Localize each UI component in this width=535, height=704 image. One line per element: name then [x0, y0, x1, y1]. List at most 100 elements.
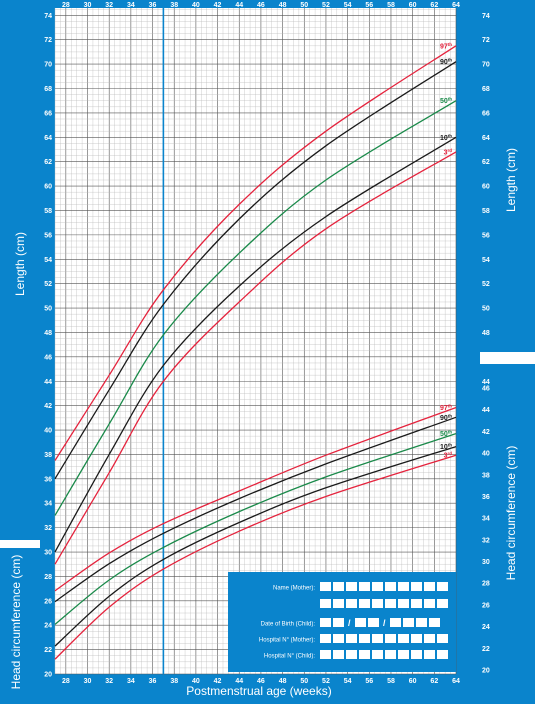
form-input-box[interactable]: [346, 650, 357, 659]
form-input-box[interactable]: [385, 582, 396, 591]
form-input-box[interactable]: [385, 650, 396, 659]
centile-curve-97th: [54, 406, 457, 592]
centile-curves: [54, 45, 457, 660]
patient-form: Name (Mother): Date of Birth (Child): / / Ho…: [228, 572, 456, 672]
dob-digit-box[interactable]: [403, 618, 414, 627]
form-input-box[interactable]: [333, 634, 344, 643]
form-input-box[interactable]: [320, 650, 331, 659]
form-input-box[interactable]: [346, 582, 357, 591]
y-tick-right-head: 34: [482, 516, 490, 523]
form-input-box[interactable]: [320, 582, 331, 591]
form-input-box[interactable]: [359, 634, 370, 643]
form-input-box[interactable]: [359, 599, 370, 608]
centile-curve-90th: [54, 61, 457, 480]
y-tick-right-head: 24: [482, 624, 490, 631]
x-tick-top: 64: [452, 2, 460, 9]
form-input-box[interactable]: [385, 634, 396, 643]
y-tick-left: 54: [44, 257, 52, 264]
form-input-box[interactable]: [333, 599, 344, 608]
form-input-box[interactable]: [411, 599, 422, 608]
centile-curve-10th: [54, 445, 457, 647]
y-tick-right-length: 56: [482, 232, 490, 239]
form-input-box[interactable]: [398, 582, 409, 591]
x-tick-top: 28: [62, 2, 70, 9]
centile-number: 10: [440, 444, 448, 451]
form-input-box[interactable]: [424, 650, 435, 659]
x-tick-bottom: 46: [257, 678, 265, 685]
x-tick-top: 58: [387, 2, 395, 9]
y-tick-right-length: 46: [482, 354, 490, 361]
form-input-box[interactable]: [372, 634, 383, 643]
length-label-50th: 50th: [440, 97, 452, 106]
y-tick-right-head: 36: [482, 494, 490, 501]
x-tick-top: 34: [127, 2, 135, 9]
top-band: [0, 0, 535, 8]
bottom-band: [0, 674, 535, 704]
x-axis-title: Postmenstrual age (weeks): [186, 684, 331, 698]
form-input-box[interactable]: [398, 599, 409, 608]
y-tick-left: 50: [44, 306, 52, 313]
dob-digit-box[interactable]: [390, 618, 401, 627]
form-input-box[interactable]: [411, 634, 422, 643]
dob-digit-box[interactable]: [416, 618, 427, 627]
form-input-box[interactable]: [333, 582, 344, 591]
x-tick-top: 56: [365, 2, 373, 9]
head-label-3rd: 3rd: [444, 451, 453, 460]
y-tick-right-length: 64: [482, 135, 490, 142]
y-tick-right-length: 48: [482, 330, 490, 337]
x-tick-top: 40: [192, 2, 200, 9]
form-input-box[interactable]: [385, 599, 396, 608]
length-label-97th: 97th: [440, 42, 452, 51]
y-tick-right-length: 50: [482, 306, 490, 313]
form-input-box[interactable]: [437, 599, 448, 608]
x-tick-bottom: 40: [192, 678, 200, 685]
dob-digit-box[interactable]: [368, 618, 379, 627]
form-input-box[interactable]: [424, 582, 435, 591]
y-tick-right-head: 32: [482, 537, 490, 544]
form-input-box[interactable]: [424, 634, 435, 643]
x-tick-top: 62: [430, 2, 438, 9]
x-tick-bottom: 62: [430, 678, 438, 685]
centile-curve-50th: [54, 100, 457, 516]
form-input-box[interactable]: [372, 599, 383, 608]
x-tick-top: 52: [322, 2, 330, 9]
centile-suffix: th: [448, 443, 452, 448]
x-tick-bottom: 58: [387, 678, 395, 685]
form-input-box[interactable]: [411, 650, 422, 659]
x-tick-top: 38: [170, 2, 178, 9]
form-input-box[interactable]: [372, 582, 383, 591]
y-tick-left: 48: [44, 330, 52, 337]
form-input-box[interactable]: [437, 582, 448, 591]
form-input-box[interactable]: [398, 650, 409, 659]
form-input-box[interactable]: [346, 599, 357, 608]
form-input-box[interactable]: [437, 634, 448, 643]
form-input-box[interactable]: [424, 599, 435, 608]
form-input-box[interactable]: [359, 650, 370, 659]
dob-digit-box[interactable]: [320, 618, 331, 627]
dob-digit-box[interactable]: [333, 618, 344, 627]
y-tick-left: 40: [44, 428, 52, 435]
form-input-box[interactable]: [359, 582, 370, 591]
form-label-hospital-mother: Hospital N° (Mother):: [259, 638, 315, 644]
centile-suffix: rd: [448, 451, 453, 456]
dob-digit-box[interactable]: [429, 618, 440, 627]
length-axis-title-left: Length (cm): [13, 232, 27, 296]
y-tick-left: 74: [44, 13, 52, 20]
form-input-box[interactable]: [333, 650, 344, 659]
centile-curve-10th: [54, 136, 457, 553]
dob-digit-box[interactable]: [355, 618, 366, 627]
length-label-90th: 90th: [440, 58, 452, 67]
form-input-box[interactable]: [437, 650, 448, 659]
x-tick-top: 36: [149, 2, 157, 9]
x-tick-top: 50: [300, 2, 308, 9]
form-input-box[interactable]: [320, 599, 331, 608]
form-input-box[interactable]: [320, 634, 331, 643]
form-input-box[interactable]: [398, 634, 409, 643]
y-tick-right-head: 46: [482, 386, 490, 393]
y-tick-right-length: 70: [482, 62, 490, 69]
y-tick-left: 44: [44, 379, 52, 386]
form-input-box[interactable]: [372, 650, 383, 659]
form-input-box[interactable]: [411, 582, 422, 591]
length-label-10th: 10th: [440, 133, 452, 142]
form-input-box[interactable]: [346, 634, 357, 643]
